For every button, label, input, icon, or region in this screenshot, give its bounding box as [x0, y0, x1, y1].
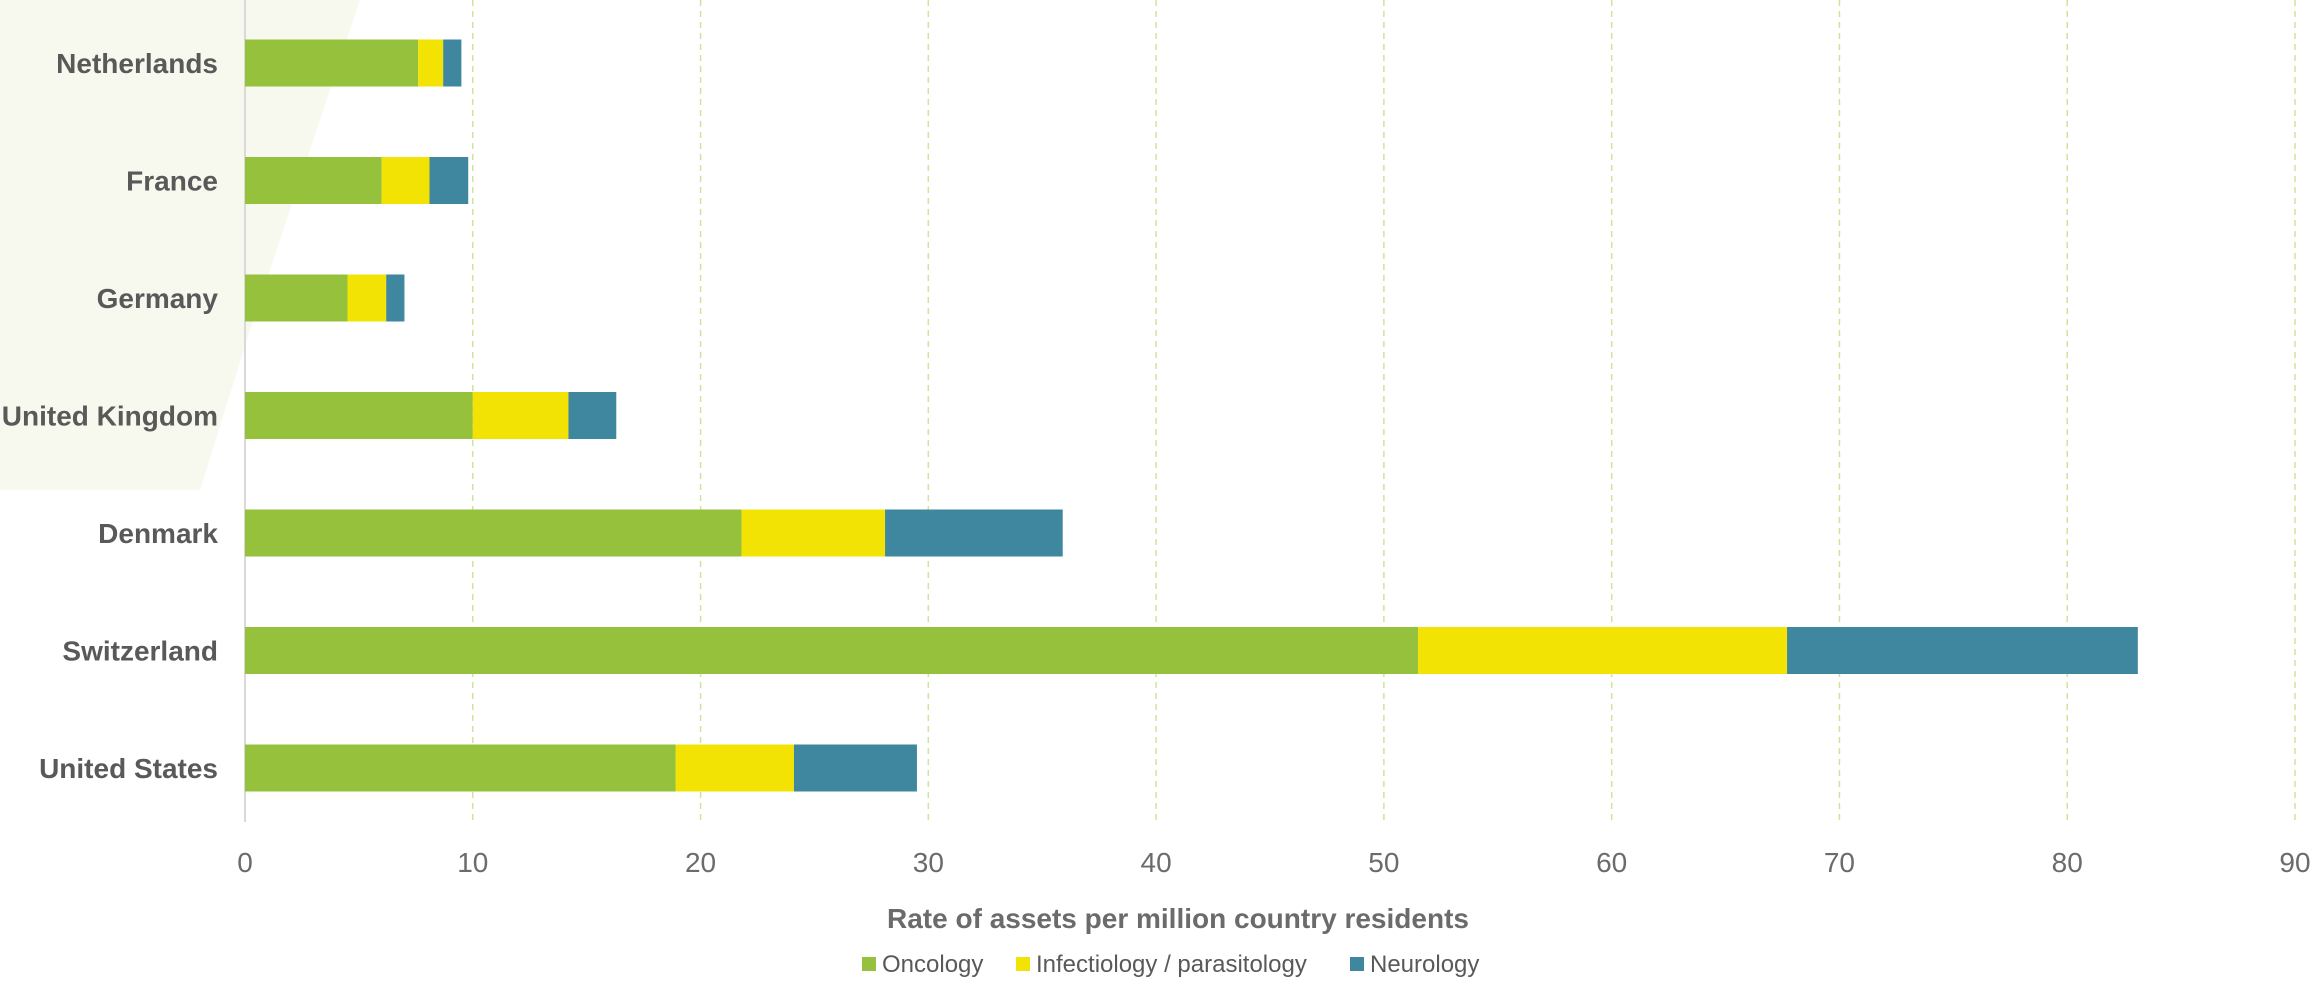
category-label: Germany	[97, 283, 219, 314]
x-tick-label: 20	[685, 847, 716, 878]
legend-label: Oncology	[882, 951, 983, 978]
grid-lines	[244, 0, 2296, 822]
x-tick-label: 10	[457, 847, 488, 878]
legend-swatch	[1016, 957, 1030, 971]
background-watermark	[0, 0, 360, 490]
bar-segment	[245, 509, 742, 557]
x-tick-label: 0	[237, 847, 253, 878]
category-labels: Netherlands France Germany United Kingdom De…	[2, 48, 219, 784]
legend: Oncology Infectiology / parasitology Neuro…	[862, 951, 1479, 978]
x-tick-label: 60	[1596, 847, 1627, 878]
bar-segment	[245, 39, 419, 87]
category-label: United Kingdom	[2, 401, 218, 432]
bar-segment	[429, 157, 469, 204]
bar-segment	[1418, 627, 1788, 674]
legend-swatch	[1350, 957, 1364, 971]
bar-segment	[568, 392, 617, 439]
x-tick-label: 70	[1824, 847, 1855, 878]
bar-segment	[245, 392, 473, 439]
bar-segment	[885, 509, 1063, 557]
bar-segment	[1787, 627, 2138, 674]
x-tick-label: 30	[913, 847, 944, 878]
bar-segment	[347, 274, 387, 322]
legend-label: Infectiology / parasitology	[1036, 951, 1307, 978]
x-axis-title: Rate of assets per million country resid…	[887, 903, 1469, 934]
bar-segment	[418, 39, 444, 87]
bars	[245, 39, 2138, 792]
category-label: Switzerland	[62, 636, 218, 667]
bar-segment	[381, 157, 430, 204]
bar-segment	[386, 274, 405, 322]
x-tick-label: 40	[1141, 847, 1172, 878]
bar-segment	[741, 509, 886, 557]
bar-segment	[245, 744, 676, 792]
bar-segment	[443, 39, 462, 87]
category-label: France	[126, 166, 218, 197]
bar-segment	[245, 274, 348, 322]
legend-label: Neurology	[1370, 951, 1479, 978]
bar-segment	[245, 157, 382, 204]
category-label: United States	[39, 753, 218, 784]
category-label: Netherlands	[56, 48, 218, 79]
bar-segment	[675, 744, 794, 792]
bar-segment	[472, 392, 569, 439]
legend-swatch	[862, 957, 876, 971]
category-label: Denmark	[98, 518, 218, 549]
x-tick-label: 80	[2052, 847, 2083, 878]
bar-segment	[245, 627, 1419, 674]
bar-segment	[793, 744, 917, 792]
x-axis-tick-labels: 0 10 20 30 40 50 60 70 80 90	[237, 847, 2310, 878]
x-tick-label: 90	[2279, 847, 2310, 878]
x-tick-label: 50	[1368, 847, 1399, 878]
